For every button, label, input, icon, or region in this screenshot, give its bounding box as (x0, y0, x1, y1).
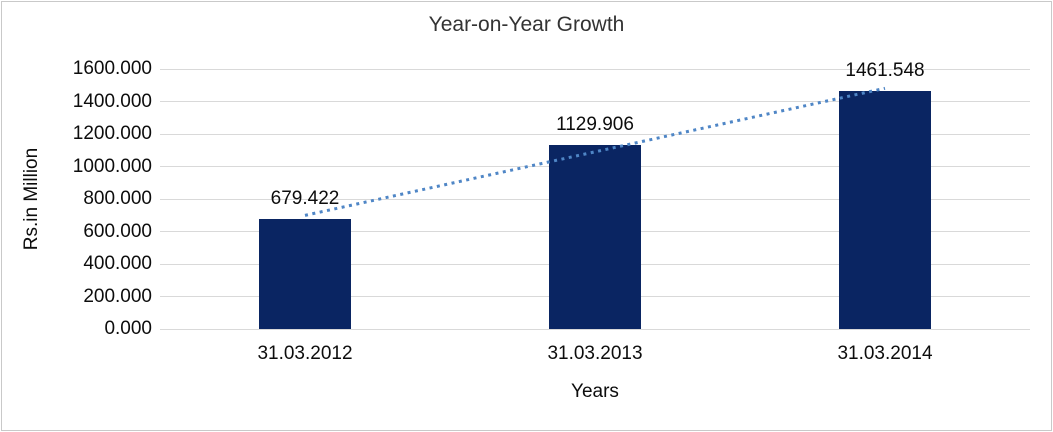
y-tick-label: 1200.000 (72, 123, 152, 144)
bar (839, 91, 931, 329)
y-tick-label: 1600.000 (72, 58, 152, 79)
y-tick-label: 400.000 (83, 253, 152, 274)
bar-value-label: 1461.548 (845, 60, 925, 82)
y-tick-label: 200.000 (83, 285, 152, 307)
y-tick-label: 800.000 (83, 188, 152, 209)
y-tick-label: 0.000 (104, 318, 152, 339)
gridline (160, 133, 1030, 135)
chart-title: Year-on-Year Growth (428, 13, 625, 36)
x-tick-label: 31.03.2012 (257, 343, 353, 364)
trendline-segment (304, 86, 886, 217)
bar (549, 145, 641, 329)
gridline (160, 68, 1030, 70)
bar-value-label: 1129.906 (556, 114, 634, 136)
y-tick-label: 1400.000 (72, 90, 152, 112)
x-axis-line (160, 328, 1030, 330)
y-tick-label: 600.000 (83, 220, 152, 242)
x-axis-title: Years (571, 381, 619, 402)
bar-value-label: 679.422 (270, 187, 340, 209)
gridline (160, 101, 1030, 102)
x-tick-label: 31.03.2014 (837, 343, 933, 364)
bar (259, 218, 351, 329)
x-tick-label: 31.03.2013 (547, 343, 643, 364)
y-tick-label: 1000.000 (72, 155, 152, 177)
